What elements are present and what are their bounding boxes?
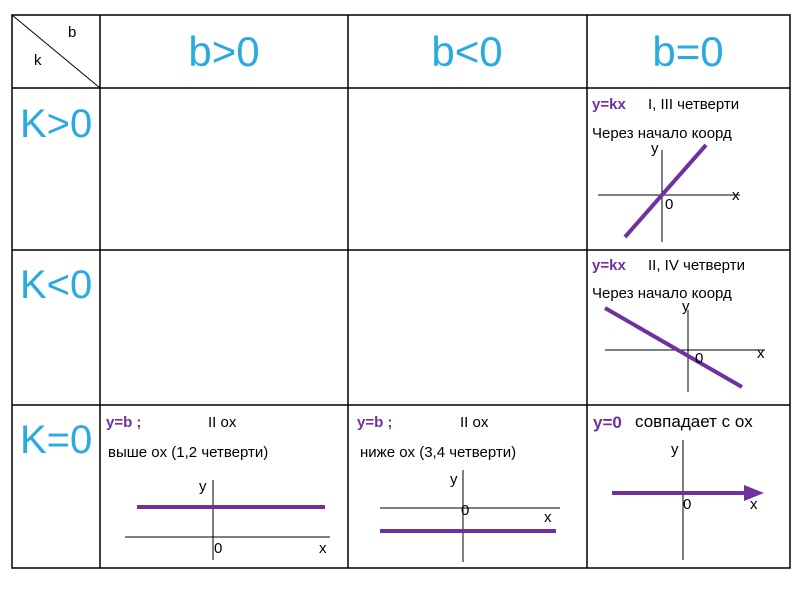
note: ниже ox (3,4 четверти)	[360, 444, 517, 461]
column-header: b<0	[431, 28, 503, 75]
parallel: II ox	[208, 414, 237, 431]
origin-label: 0	[665, 196, 674, 213]
x-label: x	[319, 540, 327, 557]
note: Через начало коорд	[592, 285, 732, 302]
corner-diagonal	[11, 14, 101, 89]
y-label: y	[651, 140, 659, 157]
x-label: x	[732, 187, 740, 204]
column-header: b>0	[188, 28, 260, 75]
quarters: I, III четверти	[648, 96, 740, 113]
y-label: y	[671, 441, 679, 458]
graph-line	[604, 306, 743, 389]
row-header: K<0	[20, 263, 93, 307]
quarters: II, IV четверти	[648, 257, 745, 274]
x-label: x	[757, 345, 765, 362]
x-label: x	[544, 509, 552, 526]
corner-row-label: k	[34, 52, 42, 69]
origin-label: 0	[695, 350, 704, 367]
formula: y=kx	[592, 257, 626, 274]
note: выше ox (1,2 четверти)	[108, 444, 269, 461]
arrow-head	[744, 485, 764, 501]
graph-line	[623, 143, 708, 239]
origin-label: 0	[461, 502, 470, 519]
formula: y=kx	[592, 96, 626, 113]
y-label: y	[450, 471, 458, 488]
row-header: K>0	[20, 102, 93, 146]
x-label: x	[750, 496, 758, 513]
y-label: y	[682, 298, 690, 315]
note: совпадает с ox	[635, 412, 753, 431]
formula: y=b ;	[106, 414, 142, 431]
note: Через начало коорд	[592, 125, 732, 142]
parallel: II ox	[460, 414, 489, 431]
table-border	[11, 14, 791, 569]
origin-label: 0	[214, 540, 223, 557]
y-label: y	[199, 478, 207, 495]
formula: y=b ;	[357, 414, 393, 431]
origin-label: 0	[683, 496, 692, 513]
row-header: K=0	[20, 418, 93, 462]
column-header: b=0	[652, 28, 724, 75]
corner-column-label: b	[68, 24, 77, 41]
formula: y=0	[593, 413, 622, 432]
